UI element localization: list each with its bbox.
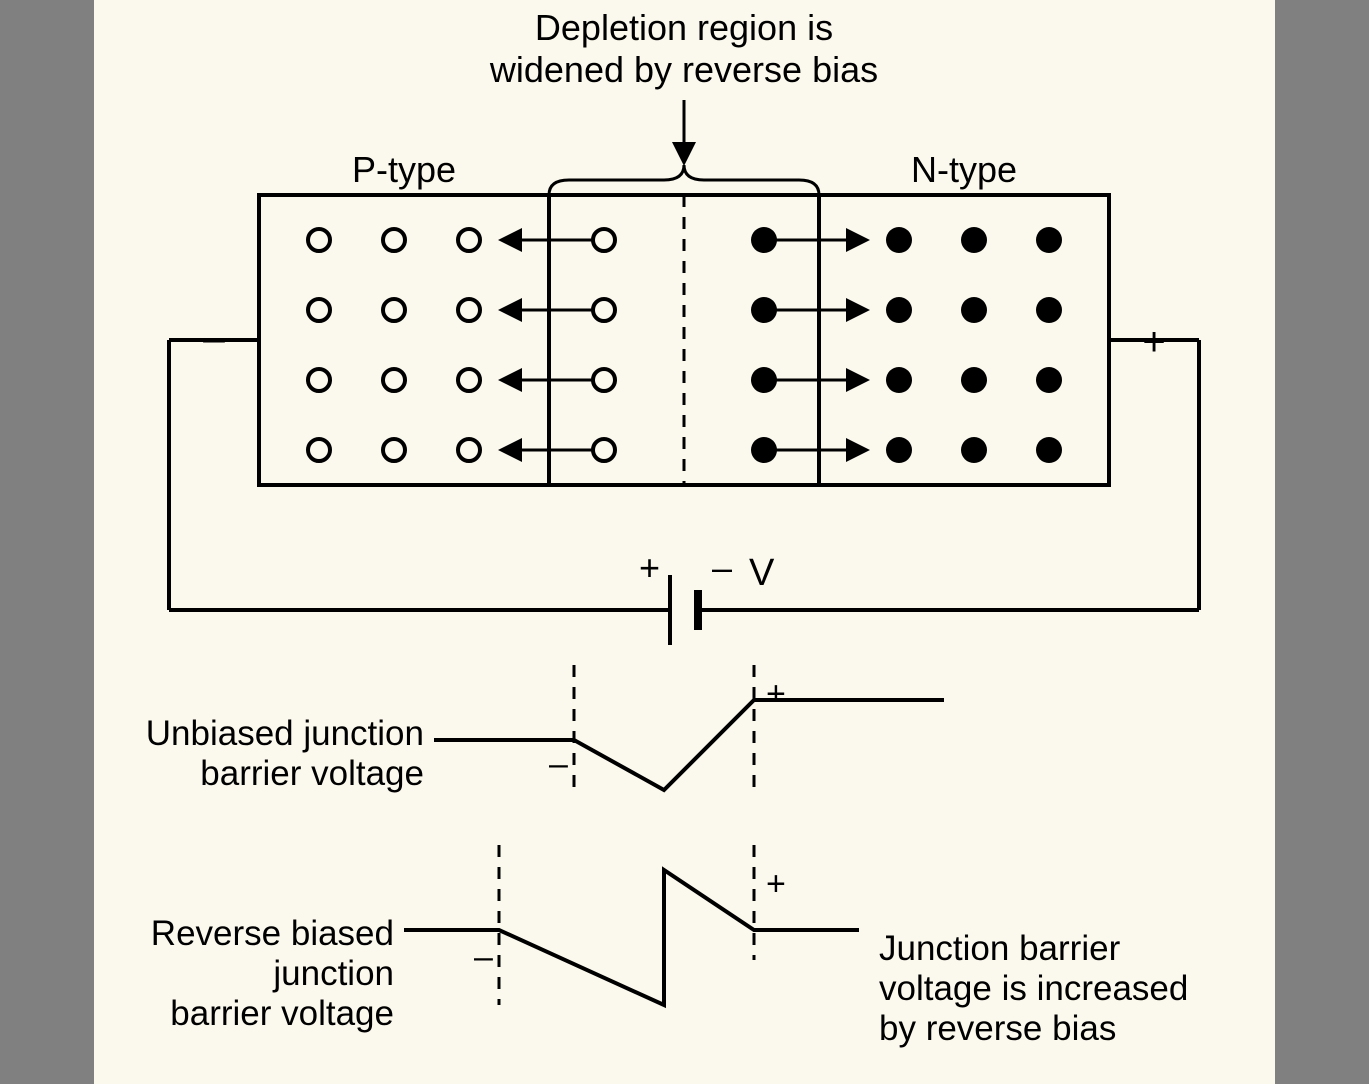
p-holes [308, 229, 615, 461]
battery-minus: – [712, 547, 732, 588]
reverse-label-1: Reverse biased [151, 914, 394, 953]
right-label-2: voltage is increased [879, 969, 1188, 1008]
reverse-graph [404, 845, 859, 1005]
unbiased-label-2: barrier voltage [200, 754, 424, 793]
reverse-label-2: junction [272, 954, 394, 993]
battery-plus: + [639, 547, 660, 588]
right-label-3: by reverse bias [879, 1009, 1116, 1048]
reverse-plus: + [766, 865, 786, 903]
depletion-brace [549, 165, 819, 195]
reverse-minus: – [474, 938, 493, 976]
reverse-label-3: barrier voltage [170, 994, 394, 1033]
minus-terminal: – [202, 313, 226, 362]
n-electrons [751, 227, 1062, 463]
unbiased-label-1: Unbiased junction [146, 714, 424, 753]
unbiased-graph [434, 665, 944, 790]
unbiased-plus: + [766, 675, 786, 713]
diagram-page: Depletion region is widened by reverse b… [94, 0, 1275, 1084]
title-line2: widened by reverse bias [489, 49, 878, 90]
battery-symbol [670, 575, 698, 645]
unbiased-minus: – [549, 745, 568, 783]
pn-junction-diagram: Depletion region is widened by reverse b… [94, 0, 1275, 1084]
p-type-label: P-type [352, 149, 456, 190]
n-type-label: N-type [911, 149, 1017, 190]
title-line1: Depletion region is [535, 7, 833, 48]
right-label-1: Junction barrier [879, 929, 1121, 968]
battery-v: V [749, 552, 775, 594]
